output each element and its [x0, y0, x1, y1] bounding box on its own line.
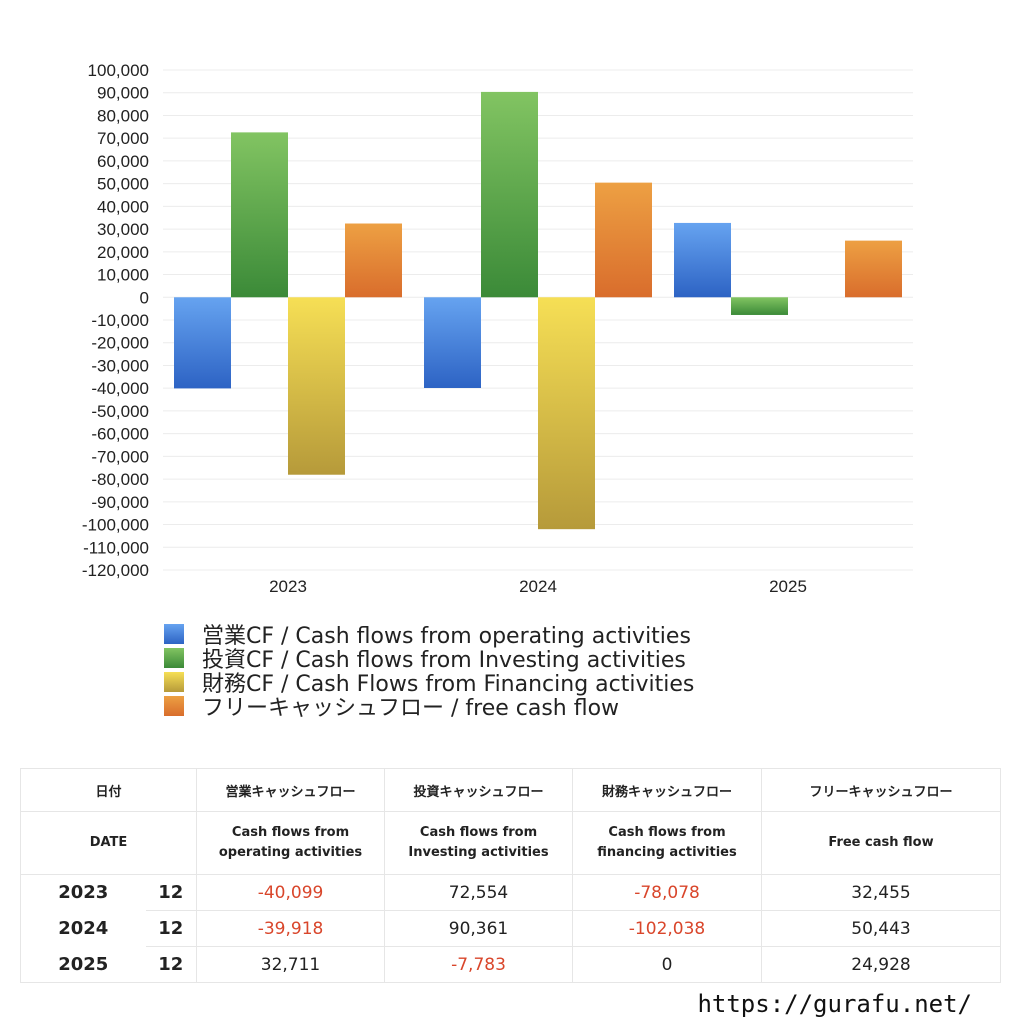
legend-label-operating: 営業CF / Cash flows from operating activit… [202, 624, 691, 649]
cell-free: 24,928 [761, 946, 1002, 983]
table-row: 2023 12 -40,099 72,554 -78,078 32,455 [20, 874, 1002, 911]
y-tick-label: -100,000 [82, 516, 149, 535]
table-row: 2025 12 32,711 -7,783 0 24,928 [20, 946, 1002, 983]
legend-label-free: フリーキャッシュフロー / free cash flow [202, 696, 620, 721]
header-operating-en-line2: operating activities [218, 845, 363, 860]
cell-investing: 72,554 [384, 874, 574, 911]
header-free-ja: フリーキャッシュフロー [761, 768, 1002, 812]
bar-2024-series-2 [538, 297, 595, 530]
cash-flow-bar-chart: -120,000 -110,000 -100,000 -90,000 -80,000 -7… [82, 61, 913, 596]
row-year: 2023 [20, 874, 146, 911]
cell-financing: -78,078 [572, 874, 763, 911]
header-date-ja: 日付 [19, 768, 198, 812]
y-tick-label: 90,000 [97, 84, 149, 103]
y-tick-label: 100,000 [88, 61, 149, 80]
site-url: https://gurafu.net/ [697, 990, 972, 1018]
row-month: 12 [145, 946, 198, 983]
y-tick-label: -30,000 [91, 356, 149, 375]
header-operating-ja: 営業キャッシュフロー [196, 768, 386, 812]
bar-2025-series-1 [731, 297, 788, 315]
cell-operating: 32,711 [196, 946, 386, 983]
y-tick-label: -70,000 [91, 447, 149, 466]
y-tick-label: 30,000 [97, 220, 149, 239]
row-year: 2025 [20, 946, 146, 983]
header-operating-en-line1: Cash flows from [231, 825, 350, 840]
legend-item-operating: 営業CF / Cash flows from operating activit… [164, 622, 694, 649]
bar-2025-series-0 [674, 222, 731, 298]
header-investing-en-line2: Investing activities [408, 845, 549, 860]
cell-financing: 0 [572, 946, 763, 983]
legend-item-financing: 財務CF / Cash Flows from Financing activit… [164, 670, 694, 697]
y-tick-label: 40,000 [97, 197, 149, 216]
y-tick-label: -90,000 [91, 493, 149, 512]
y-tick-label: -10,000 [91, 311, 149, 330]
header-financing-en-line1: Cash flows from [608, 825, 726, 840]
y-tick-label: -110,000 [83, 538, 149, 557]
header-financing-en: Cash flows from financing activities [572, 811, 763, 875]
cell-investing: 90,361 [384, 910, 574, 947]
cell-free: 32,455 [761, 874, 1002, 911]
y-tick-label: -50,000 [91, 402, 149, 421]
legend-item-investing: 投資CF / Cash flows from Investing activit… [164, 646, 694, 673]
cell-financing: -102,038 [572, 910, 763, 947]
legend-label-financing: 財務CF / Cash Flows from Financing activit… [202, 672, 695, 697]
row-month: 12 [145, 874, 198, 911]
bar-2023-series-3 [345, 223, 402, 298]
legend-label-investing: 投資CF / Cash flows from Investing activit… [202, 648, 686, 673]
x-tick-label: 2024 [519, 577, 557, 596]
header-free-en: Free cash flow [761, 811, 1002, 875]
table-header-row-ja: 日付 営業キャッシュフロー 投資キャッシュフロー 財務キャッシュフロー フリーキ… [19, 768, 1002, 812]
y-tick-label: 20,000 [97, 243, 149, 262]
legend-swatch-free [164, 696, 184, 716]
y-tick-label: 10,000 [97, 266, 149, 285]
table-row: 2024 12 -39,918 90,361 -102,038 50,443 [20, 910, 1002, 947]
bar-2024-series-3 [595, 182, 652, 298]
bar-2024-series-0 [424, 297, 481, 388]
y-tick-label: -40,000 [91, 379, 149, 398]
bar-2024-series-1 [481, 91, 538, 298]
bars [174, 91, 902, 530]
row-month: 12 [145, 910, 198, 947]
cell-operating: -40,099 [196, 874, 386, 911]
table-header-row-en: DATE Cash flows from operating activitie… [19, 811, 1002, 875]
legend-swatch-investing [164, 648, 184, 668]
bar-2023-series-1 [231, 132, 288, 298]
y-tick-label: -120,000 [82, 561, 149, 580]
header-investing-ja: 投資キャッシュフロー [384, 768, 574, 812]
legend-swatch-financing [164, 672, 184, 692]
header-investing-en-line1: Cash flows from [419, 825, 538, 840]
y-tick-label: -60,000 [91, 425, 149, 444]
legend-item-free: フリーキャッシュフロー / free cash flow [164, 694, 694, 721]
bar-2025-series-3 [845, 240, 902, 298]
y-tick-label: 50,000 [97, 175, 149, 194]
y-tick-label: -80,000 [91, 470, 149, 489]
x-axis-ticks: 2023 2024 2025 [269, 577, 807, 596]
cell-operating: -39,918 [196, 910, 386, 947]
bar-2023-series-0 [174, 297, 231, 389]
bar-2023-series-2 [288, 297, 345, 475]
y-tick-label: 60,000 [97, 152, 149, 171]
y-tick-label: 0 [140, 288, 149, 307]
cash-flow-table: 日付 営業キャッシュフロー 投資キャッシュフロー 財務キャッシュフロー フリーキ… [19, 768, 1002, 983]
header-financing-en-line2: financing activities [597, 845, 737, 860]
chart-legend: 営業CF / Cash flows from operating activit… [164, 622, 694, 721]
y-tick-label: 70,000 [97, 129, 149, 148]
y-tick-label: 80,000 [97, 106, 149, 125]
y-axis-ticks: -120,000 -110,000 -100,000 -90,000 -80,000 -7… [82, 61, 149, 580]
row-year: 2024 [20, 910, 146, 947]
x-tick-label: 2023 [269, 577, 307, 596]
cell-free: 50,443 [761, 910, 1002, 947]
cell-investing: -7,783 [384, 946, 574, 983]
header-date-en: DATE [19, 811, 198, 875]
y-tick-label: -20,000 [91, 334, 149, 353]
x-tick-label: 2025 [769, 577, 807, 596]
header-operating-en: Cash flows from operating activities [196, 811, 386, 875]
header-investing-en: Cash flows from Investing activities [384, 811, 574, 875]
legend-swatch-operating [164, 624, 184, 644]
header-financing-ja: 財務キャッシュフロー [572, 768, 763, 812]
